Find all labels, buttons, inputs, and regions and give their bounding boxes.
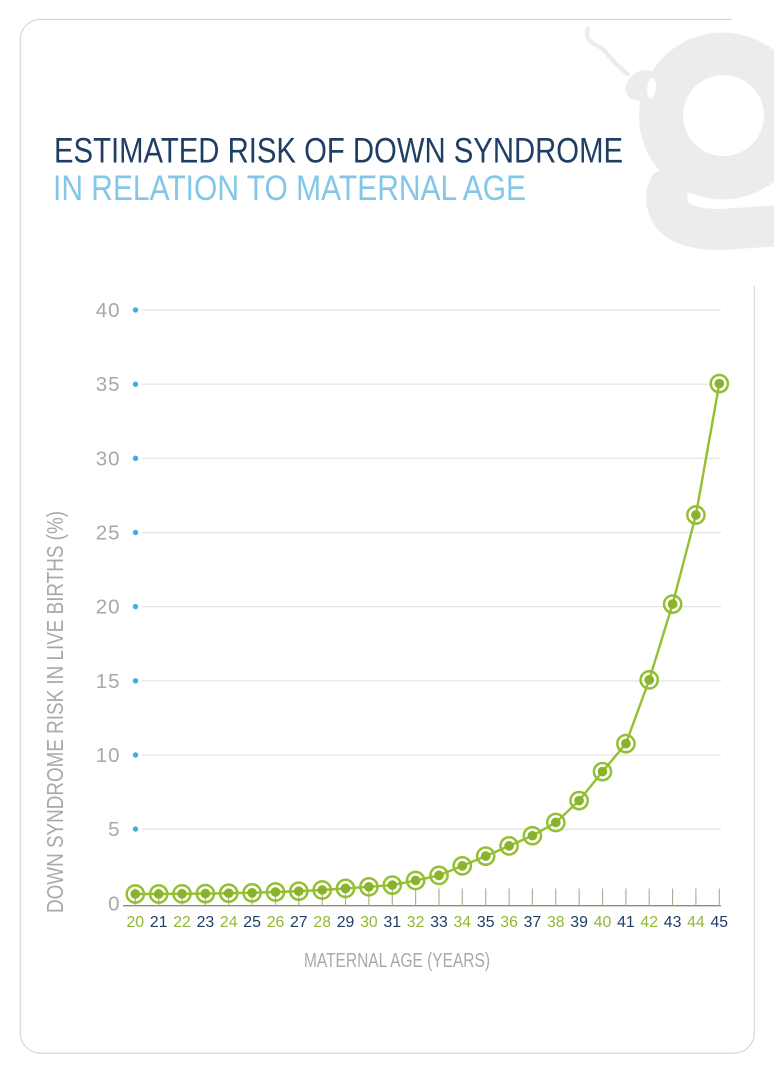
svg-text:44: 44 bbox=[687, 914, 705, 931]
svg-text:43: 43 bbox=[664, 914, 682, 931]
svg-text:MATERNAL AGE (YEARS): MATERNAL AGE (YEARS) bbox=[304, 949, 490, 972]
svg-text:41: 41 bbox=[617, 914, 635, 931]
svg-text:DOWN SYNDROME RISK IN LIVE BIR: DOWN SYNDROME RISK IN LIVE BIRTHS (%) bbox=[42, 511, 68, 913]
svg-text:IN RELATION TO MATERNAL AGE: IN RELATION TO MATERNAL AGE bbox=[53, 169, 526, 208]
svg-text:10: 10 bbox=[96, 744, 121, 767]
svg-text:33: 33 bbox=[430, 914, 448, 931]
svg-text:31: 31 bbox=[384, 914, 402, 931]
svg-text:42: 42 bbox=[640, 914, 658, 931]
svg-text:22: 22 bbox=[173, 914, 191, 931]
svg-text:25: 25 bbox=[96, 522, 121, 545]
svg-text:23: 23 bbox=[197, 914, 215, 931]
svg-text:37: 37 bbox=[524, 914, 542, 931]
svg-text:29: 29 bbox=[337, 914, 355, 931]
svg-text:25: 25 bbox=[243, 914, 261, 931]
svg-text:20: 20 bbox=[96, 596, 121, 619]
svg-text:35: 35 bbox=[96, 373, 121, 396]
svg-text:0: 0 bbox=[108, 892, 120, 915]
svg-text:ESTIMATED RISK OF DOWN SYNDROM: ESTIMATED RISK OF DOWN SYNDROME bbox=[54, 132, 623, 171]
svg-text:38: 38 bbox=[547, 914, 565, 931]
svg-text:39: 39 bbox=[570, 914, 588, 931]
svg-text:36: 36 bbox=[500, 914, 518, 931]
svg-text:34: 34 bbox=[454, 914, 472, 931]
svg-text:24: 24 bbox=[220, 914, 238, 931]
svg-text:26: 26 bbox=[267, 914, 285, 931]
svg-text:28: 28 bbox=[313, 914, 331, 931]
svg-text:35: 35 bbox=[477, 914, 495, 931]
svg-text:21: 21 bbox=[150, 914, 168, 931]
svg-text:27: 27 bbox=[290, 914, 308, 931]
svg-text:30: 30 bbox=[96, 447, 121, 470]
svg-text:5: 5 bbox=[108, 818, 120, 841]
svg-text:15: 15 bbox=[96, 670, 121, 693]
svg-text:40: 40 bbox=[594, 914, 612, 931]
svg-text:30: 30 bbox=[360, 914, 378, 931]
svg-text:40: 40 bbox=[96, 299, 121, 322]
svg-text:32: 32 bbox=[407, 914, 425, 931]
svg-text:20: 20 bbox=[127, 914, 145, 931]
svg-text:45: 45 bbox=[711, 914, 729, 931]
